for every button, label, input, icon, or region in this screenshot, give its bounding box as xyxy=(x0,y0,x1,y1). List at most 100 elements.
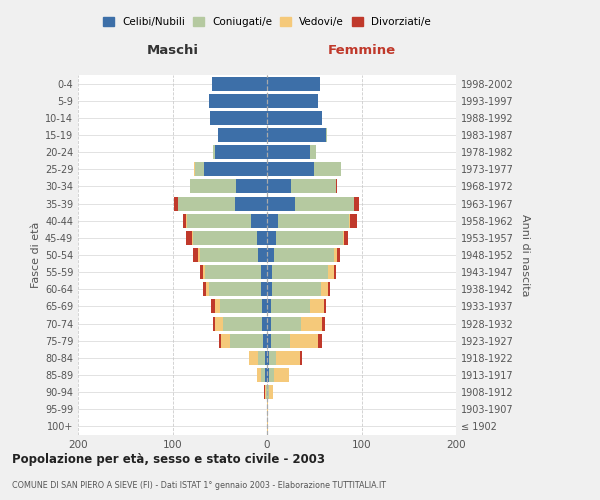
Bar xyxy=(213,316,215,330)
Bar xyxy=(349,214,350,228)
Bar xyxy=(295,196,354,210)
Bar xyxy=(277,351,300,365)
Bar xyxy=(267,196,295,210)
Text: Femmine: Femmine xyxy=(328,44,395,58)
Bar xyxy=(322,316,325,330)
Text: COMUNE DI SAN PIERO A SIEVE (FI) - Dati ISTAT 1° gennaio 2003 - Elaborazione TUT: COMUNE DI SAN PIERO A SIEVE (FI) - Dati … xyxy=(12,480,386,490)
Bar xyxy=(271,316,301,330)
Bar xyxy=(274,248,334,262)
Bar xyxy=(205,265,262,279)
Bar xyxy=(324,300,326,314)
Bar xyxy=(221,334,230,347)
Legend: Celibi/Nubili, Coniugati/e, Vedovi/e, Divorziati/e: Celibi/Nubili, Coniugati/e, Vedovi/e, Di… xyxy=(103,17,431,27)
Bar xyxy=(251,214,267,228)
Bar xyxy=(267,145,310,159)
Bar xyxy=(211,300,215,314)
Bar xyxy=(269,368,274,382)
Bar xyxy=(193,231,257,245)
Bar xyxy=(277,231,343,245)
Bar xyxy=(178,196,235,210)
Bar xyxy=(265,368,267,382)
Bar xyxy=(267,214,278,228)
Bar xyxy=(190,180,236,194)
Bar xyxy=(267,368,269,382)
Text: Maschi: Maschi xyxy=(146,44,199,58)
Bar xyxy=(278,214,349,228)
Bar xyxy=(215,316,223,330)
Bar xyxy=(257,351,265,365)
Bar xyxy=(212,76,267,90)
Bar xyxy=(259,248,267,262)
Bar xyxy=(194,162,195,176)
Bar xyxy=(314,162,341,176)
Bar xyxy=(272,282,321,296)
Bar xyxy=(218,128,267,142)
Bar xyxy=(271,334,290,347)
Bar xyxy=(271,300,310,314)
Bar xyxy=(344,231,348,245)
Bar xyxy=(267,180,290,194)
Bar xyxy=(267,111,322,125)
Bar xyxy=(263,334,267,347)
Bar xyxy=(354,196,359,210)
Bar xyxy=(267,94,318,108)
Bar xyxy=(193,248,198,262)
Bar xyxy=(223,316,262,330)
Bar xyxy=(249,351,257,365)
Bar xyxy=(272,265,328,279)
Bar xyxy=(328,265,334,279)
Bar xyxy=(183,214,186,228)
Y-axis label: Anni di nascita: Anni di nascita xyxy=(520,214,530,296)
Bar xyxy=(203,162,267,176)
Bar xyxy=(334,248,337,262)
Bar xyxy=(267,162,314,176)
Bar xyxy=(267,334,271,347)
Bar xyxy=(262,265,267,279)
Text: Popolazione per età, sesso e stato civile - 2003: Popolazione per età, sesso e stato civil… xyxy=(12,452,325,466)
Bar xyxy=(203,265,205,279)
Bar xyxy=(310,300,324,314)
Bar xyxy=(300,351,302,365)
Bar xyxy=(267,385,269,399)
Bar xyxy=(187,214,251,228)
Bar xyxy=(290,180,336,194)
Bar xyxy=(336,180,337,194)
Bar xyxy=(262,282,267,296)
Y-axis label: Fasce di età: Fasce di età xyxy=(31,222,41,288)
Bar xyxy=(267,231,277,245)
Bar xyxy=(267,420,268,434)
Bar xyxy=(262,368,265,382)
Bar xyxy=(350,214,357,228)
Bar xyxy=(220,300,262,314)
Bar xyxy=(236,180,267,194)
Bar xyxy=(209,282,262,296)
Bar xyxy=(200,248,259,262)
Bar xyxy=(186,214,187,228)
Bar xyxy=(213,145,215,159)
Bar xyxy=(269,351,277,365)
Bar xyxy=(265,385,266,399)
Bar xyxy=(267,282,272,296)
Bar xyxy=(262,316,267,330)
Bar xyxy=(186,231,193,245)
Bar xyxy=(321,282,328,296)
Bar xyxy=(267,300,271,314)
Bar xyxy=(267,76,320,90)
Bar xyxy=(267,128,326,142)
Bar xyxy=(318,334,322,347)
Bar xyxy=(262,300,267,314)
Bar xyxy=(203,282,206,296)
Bar xyxy=(269,385,272,399)
Bar xyxy=(266,385,267,399)
Bar xyxy=(264,385,265,399)
Bar xyxy=(267,316,271,330)
Bar xyxy=(265,351,267,365)
Bar xyxy=(267,248,274,262)
Bar xyxy=(219,334,221,347)
Bar xyxy=(230,334,263,347)
Bar xyxy=(211,111,267,125)
Bar xyxy=(267,351,269,365)
Bar xyxy=(326,128,328,142)
Bar xyxy=(206,282,209,296)
Bar xyxy=(267,402,268,416)
